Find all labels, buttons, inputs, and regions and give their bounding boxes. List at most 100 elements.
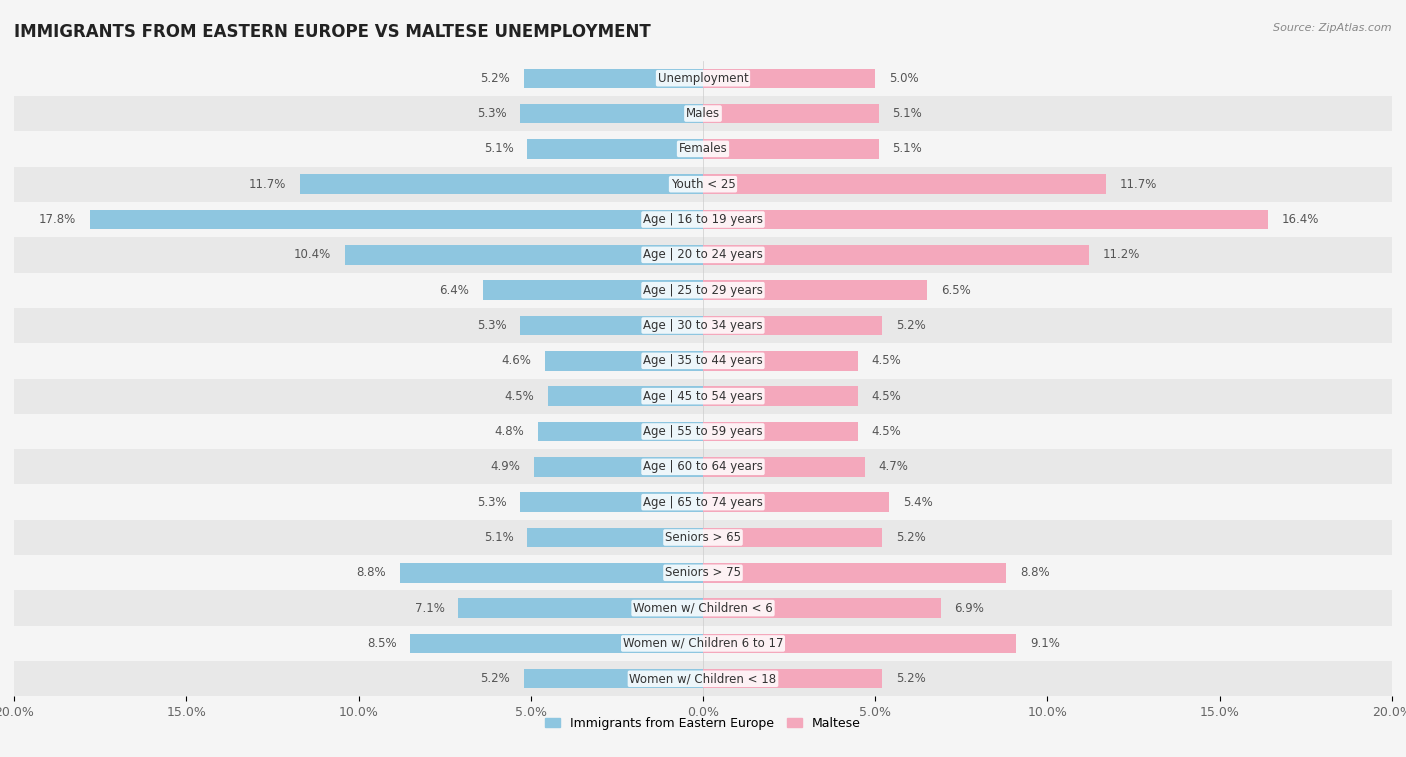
Text: 4.5%: 4.5% bbox=[872, 425, 901, 438]
Text: Unemployment: Unemployment bbox=[658, 72, 748, 85]
Text: 5.3%: 5.3% bbox=[477, 496, 506, 509]
Text: 10.4%: 10.4% bbox=[294, 248, 330, 261]
Bar bbox=[703, 316, 882, 335]
Text: 11.2%: 11.2% bbox=[1102, 248, 1140, 261]
Bar bbox=[14, 414, 1392, 449]
Text: 6.4%: 6.4% bbox=[439, 284, 468, 297]
Text: Males: Males bbox=[686, 107, 720, 120]
Text: Age | 45 to 54 years: Age | 45 to 54 years bbox=[643, 390, 763, 403]
Text: 5.3%: 5.3% bbox=[477, 107, 506, 120]
Bar bbox=[703, 598, 941, 618]
Bar bbox=[90, 210, 703, 229]
Text: Women w/ Children < 6: Women w/ Children < 6 bbox=[633, 602, 773, 615]
Bar bbox=[703, 422, 858, 441]
Bar bbox=[537, 422, 703, 441]
Text: 9.1%: 9.1% bbox=[1031, 637, 1060, 650]
Text: 4.6%: 4.6% bbox=[501, 354, 531, 367]
Text: 8.8%: 8.8% bbox=[1019, 566, 1049, 579]
Bar bbox=[544, 351, 703, 371]
Bar bbox=[703, 210, 1268, 229]
Text: Youth < 25: Youth < 25 bbox=[671, 178, 735, 191]
Text: Age | 35 to 44 years: Age | 35 to 44 years bbox=[643, 354, 763, 367]
Text: IMMIGRANTS FROM EASTERN EUROPE VS MALTESE UNEMPLOYMENT: IMMIGRANTS FROM EASTERN EUROPE VS MALTES… bbox=[14, 23, 651, 41]
Text: 5.1%: 5.1% bbox=[484, 142, 513, 155]
Text: Age | 30 to 34 years: Age | 30 to 34 years bbox=[643, 319, 763, 332]
Bar bbox=[14, 202, 1392, 237]
Text: 6.9%: 6.9% bbox=[955, 602, 984, 615]
Bar bbox=[524, 68, 703, 88]
Bar bbox=[703, 493, 889, 512]
Text: Women w/ Children 6 to 17: Women w/ Children 6 to 17 bbox=[623, 637, 783, 650]
Text: 5.2%: 5.2% bbox=[896, 319, 925, 332]
Text: 4.5%: 4.5% bbox=[872, 390, 901, 403]
Bar bbox=[14, 61, 1392, 96]
Bar bbox=[299, 175, 703, 194]
Bar bbox=[14, 273, 1392, 308]
Text: 11.7%: 11.7% bbox=[1119, 178, 1157, 191]
Text: Seniors > 75: Seniors > 75 bbox=[665, 566, 741, 579]
Text: Age | 60 to 64 years: Age | 60 to 64 years bbox=[643, 460, 763, 473]
Text: 4.9%: 4.9% bbox=[491, 460, 520, 473]
Bar bbox=[703, 175, 1107, 194]
Text: 6.5%: 6.5% bbox=[941, 284, 970, 297]
Text: 17.8%: 17.8% bbox=[39, 213, 76, 226]
Text: 5.2%: 5.2% bbox=[481, 672, 510, 685]
Bar bbox=[703, 139, 879, 159]
Bar bbox=[703, 669, 882, 689]
Text: 16.4%: 16.4% bbox=[1282, 213, 1319, 226]
Bar bbox=[703, 634, 1017, 653]
Bar bbox=[458, 598, 703, 618]
Text: Age | 65 to 74 years: Age | 65 to 74 years bbox=[643, 496, 763, 509]
Bar bbox=[14, 626, 1392, 661]
Text: Seniors > 65: Seniors > 65 bbox=[665, 531, 741, 544]
Text: Age | 20 to 24 years: Age | 20 to 24 years bbox=[643, 248, 763, 261]
Text: 11.7%: 11.7% bbox=[249, 178, 287, 191]
Text: 5.1%: 5.1% bbox=[484, 531, 513, 544]
Bar bbox=[703, 563, 1007, 583]
Bar bbox=[548, 386, 703, 406]
Bar bbox=[520, 493, 703, 512]
Bar bbox=[703, 351, 858, 371]
Text: 8.5%: 8.5% bbox=[367, 637, 396, 650]
Bar bbox=[14, 237, 1392, 273]
Bar bbox=[344, 245, 703, 265]
Bar bbox=[14, 167, 1392, 202]
Text: 5.4%: 5.4% bbox=[903, 496, 932, 509]
Bar bbox=[14, 661, 1392, 696]
Text: 5.2%: 5.2% bbox=[896, 531, 925, 544]
Text: 8.8%: 8.8% bbox=[357, 566, 387, 579]
Text: 4.5%: 4.5% bbox=[872, 354, 901, 367]
Bar bbox=[534, 457, 703, 477]
Text: 4.7%: 4.7% bbox=[879, 460, 908, 473]
Bar bbox=[14, 520, 1392, 555]
Bar bbox=[482, 281, 703, 300]
Text: Age | 55 to 59 years: Age | 55 to 59 years bbox=[643, 425, 763, 438]
Bar bbox=[524, 669, 703, 689]
Bar bbox=[703, 528, 882, 547]
Bar bbox=[14, 449, 1392, 484]
Text: 5.2%: 5.2% bbox=[481, 72, 510, 85]
Bar bbox=[703, 386, 858, 406]
Bar bbox=[703, 281, 927, 300]
Bar bbox=[14, 555, 1392, 590]
Text: 7.1%: 7.1% bbox=[415, 602, 444, 615]
Bar bbox=[14, 590, 1392, 626]
Bar bbox=[703, 457, 865, 477]
Text: 5.0%: 5.0% bbox=[889, 72, 918, 85]
Text: Women w/ Children < 18: Women w/ Children < 18 bbox=[630, 672, 776, 685]
Text: 4.8%: 4.8% bbox=[494, 425, 524, 438]
Text: 5.1%: 5.1% bbox=[893, 107, 922, 120]
Bar bbox=[14, 378, 1392, 414]
Text: 5.2%: 5.2% bbox=[896, 672, 925, 685]
Bar bbox=[14, 343, 1392, 378]
Bar bbox=[14, 131, 1392, 167]
Bar bbox=[14, 96, 1392, 131]
Text: Females: Females bbox=[679, 142, 727, 155]
Text: Age | 16 to 19 years: Age | 16 to 19 years bbox=[643, 213, 763, 226]
Bar bbox=[527, 139, 703, 159]
Text: 5.3%: 5.3% bbox=[477, 319, 506, 332]
Bar bbox=[14, 308, 1392, 343]
Bar bbox=[14, 484, 1392, 520]
Bar bbox=[520, 316, 703, 335]
Bar bbox=[411, 634, 703, 653]
